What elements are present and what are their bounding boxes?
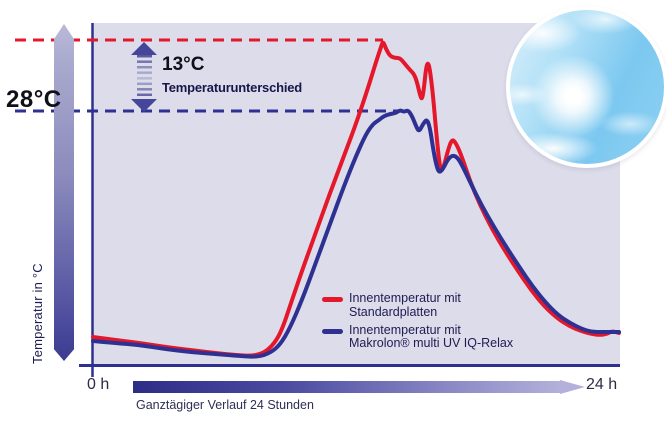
time-axis-gradient-bar bbox=[133, 381, 560, 393]
legend-label: Innentemperatur mit Standardplatten bbox=[349, 291, 461, 319]
legend-swatch-red bbox=[322, 297, 343, 302]
legend-item-makrolon: Innentemperatur mit Makrolon® multi UV IQ… bbox=[322, 322, 514, 352]
temperature-difference-arrow-icon bbox=[131, 42, 157, 112]
temperature-axis-arrow bbox=[54, 24, 74, 361]
legend-label: Innentemperatur mit Makrolon® multi UV IQ… bbox=[349, 322, 514, 351]
curve-standardplatten bbox=[91, 40, 621, 358]
x-axis-end-label: 24 h bbox=[586, 376, 618, 393]
time-axis-arrow bbox=[133, 380, 585, 394]
arrow-shaft bbox=[136, 55, 152, 99]
legend: Innentemperatur mit Standardplatten Innen… bbox=[322, 291, 514, 352]
sun-sky-photo bbox=[506, 6, 666, 168]
y-axis-label: Temperatur in °C bbox=[30, 263, 45, 364]
temperature-difference-value: 13°C bbox=[162, 54, 205, 75]
arrow-up-icon bbox=[131, 42, 157, 55]
legend-item-standardplatten: Innentemperatur mit Standardplatten bbox=[322, 291, 513, 320]
x-axis-start-label: 0 h bbox=[87, 376, 110, 393]
temperature-28-label: 28°C bbox=[6, 86, 62, 113]
x-axis-caption: Ganztägiger Verlauf 24 Stunden bbox=[136, 398, 314, 412]
arrow-down-icon bbox=[131, 99, 157, 112]
temperature-difference-label: Temperaturunterschied bbox=[162, 80, 303, 95]
curve-makrolon bbox=[91, 108, 621, 359]
time-axis-arrow-tip-icon bbox=[560, 380, 585, 394]
legend-swatch-blue bbox=[322, 328, 343, 334]
